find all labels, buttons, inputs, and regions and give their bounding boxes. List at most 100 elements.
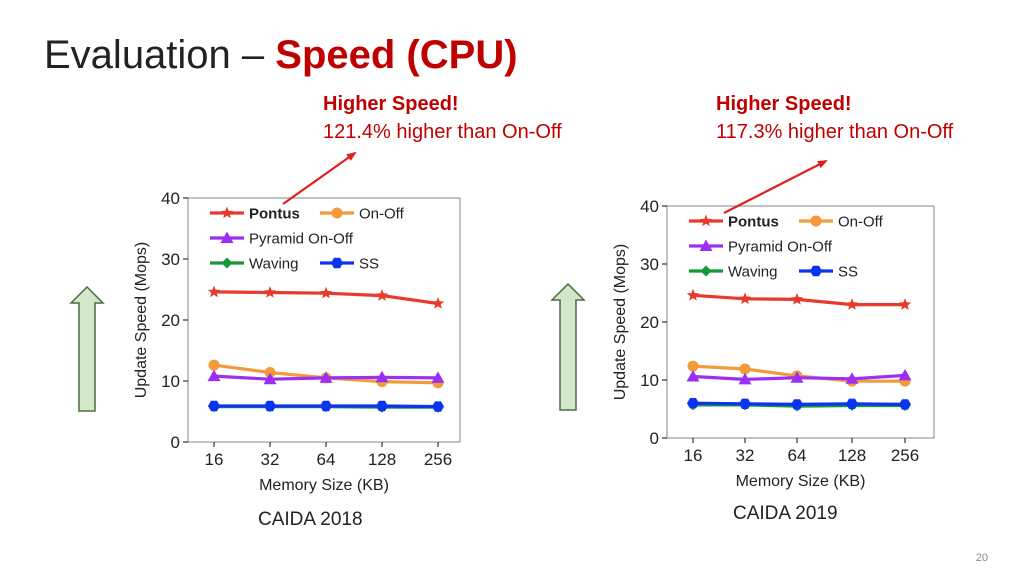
legend-label: On-Off <box>838 214 884 231</box>
data-point <box>687 360 699 372</box>
y-tick-label: 10 <box>640 371 659 390</box>
series-pontus <box>207 285 445 309</box>
data-point <box>320 400 332 412</box>
data-point <box>898 368 912 381</box>
y-axis-label: Update Speed (Mops) <box>133 242 150 399</box>
x-tick-label: 256 <box>891 446 919 465</box>
x-axis-label: Memory Size (KB) <box>259 477 389 494</box>
y-tick-label: 30 <box>161 250 180 269</box>
y-axis-label: Update Speed (Mops) <box>612 244 629 401</box>
legend-label: On-Off <box>359 206 405 223</box>
callout-right: Higher Speed! 117.3% higher than On-Off <box>716 90 953 146</box>
data-point <box>207 285 221 298</box>
legend-marker <box>699 214 713 227</box>
data-point <box>686 288 700 301</box>
legend-marker <box>700 265 712 277</box>
legend-label: SS <box>838 264 858 281</box>
y-tick-label: 0 <box>650 429 659 448</box>
data-point <box>687 398 699 409</box>
x-tick-label: 64 <box>317 450 336 469</box>
x-tick-label: 32 <box>261 450 280 469</box>
legend-marker <box>221 257 233 269</box>
data-point <box>739 363 751 375</box>
legend: Pontus On-Off Pyramid On-Off Waving SS <box>210 206 405 273</box>
legend-marker <box>810 265 822 277</box>
x-tick-label: 128 <box>838 446 866 465</box>
title-prefix: Evaluation – <box>44 33 276 77</box>
y-tick-label: 20 <box>640 313 659 332</box>
data-point <box>375 289 389 301</box>
callout-right-arrow <box>723 160 828 214</box>
legend-marker <box>220 206 234 219</box>
y-tick-label: 40 <box>161 189 180 208</box>
series-pyramid-on-off <box>686 368 912 385</box>
data-point <box>264 366 276 378</box>
data-point <box>738 372 752 385</box>
data-point <box>790 371 804 383</box>
y-tick-label: 30 <box>640 255 659 274</box>
data-point <box>376 400 388 412</box>
data-point <box>375 370 389 383</box>
x-tick-label: 32 <box>736 446 755 465</box>
callout-right-text: 117.3% higher than On-Off <box>716 121 954 143</box>
chart-1: 0 10 20 30 40 16 32 64 128 256 Memory Size (KB) Upd… <box>133 189 461 494</box>
callout-left-heading: Higher Speed! <box>323 93 459 115</box>
callout-left: Higher Speed! 121.4% higher than On-Off <box>323 90 562 146</box>
data-point <box>263 372 277 385</box>
up-arrow-icon <box>550 282 586 411</box>
data-point <box>207 369 221 382</box>
x-tick-label: 64 <box>788 446 807 465</box>
legend-label: Pontus <box>728 214 779 231</box>
legend-marker <box>220 231 234 243</box>
data-point <box>431 297 445 309</box>
series-pontus <box>686 288 912 310</box>
legend-label: Waving <box>728 264 777 281</box>
data-point <box>739 398 751 409</box>
x-tick-label: 16 <box>684 446 703 465</box>
legend-marker <box>331 257 343 269</box>
title-highlight: Speed (CPU) <box>275 33 518 77</box>
data-point <box>686 370 700 382</box>
legend-marker <box>331 207 343 219</box>
legend-marker <box>810 215 822 227</box>
data-point <box>846 398 858 409</box>
data-point <box>263 286 277 298</box>
caption-right: CAIDA 2019 <box>733 503 838 524</box>
x-tick-label: 16 <box>205 450 224 469</box>
data-point <box>432 401 444 412</box>
data-point <box>738 292 752 305</box>
series-ss <box>208 400 444 412</box>
legend-label: Pontus <box>249 206 300 223</box>
legend-label: Pyramid On-Off <box>249 231 354 248</box>
data-point <box>790 292 804 305</box>
data-point <box>264 400 276 412</box>
y-tick-label: 10 <box>161 372 180 391</box>
callout-right-heading: Higher Speed! <box>716 93 852 115</box>
callout-left-text: 121.4% higher than On-Off <box>323 121 562 143</box>
slide-title: Evaluation – Speed (CPU) <box>44 30 518 80</box>
page-number: 20 <box>975 552 988 564</box>
y-tick-label: 0 <box>171 433 180 452</box>
data-point <box>899 399 911 410</box>
up-arrow-icon <box>69 285 105 412</box>
data-point <box>845 372 859 384</box>
data-point <box>431 371 445 383</box>
legend-label: SS <box>359 256 379 273</box>
y-tick-label: 40 <box>640 197 659 216</box>
data-point <box>208 400 220 412</box>
data-point <box>208 359 220 371</box>
x-tick-label: 128 <box>368 450 396 469</box>
legend: Pontus On-Off Pyramid On-Off Waving SS <box>689 214 884 281</box>
charts-layer: 0 10 20 30 40 16 32 64 128 256 Memory Size (KB) Upd… <box>133 189 935 494</box>
x-tick-label: 256 <box>424 450 452 469</box>
legend-marker <box>699 239 713 251</box>
data-point <box>791 399 803 410</box>
series-ss <box>687 398 911 410</box>
legend-label: Pyramid On-Off <box>728 239 833 256</box>
caption-left: CAIDA 2018 <box>258 509 363 530</box>
chart-2: 0 10 20 30 40 16 32 64 128 256 Memory Size (KB) Upd… <box>612 197 935 490</box>
series-pyramid-on-off <box>207 369 445 385</box>
y-tick-label: 20 <box>161 311 180 330</box>
legend-label: Waving <box>249 256 298 273</box>
